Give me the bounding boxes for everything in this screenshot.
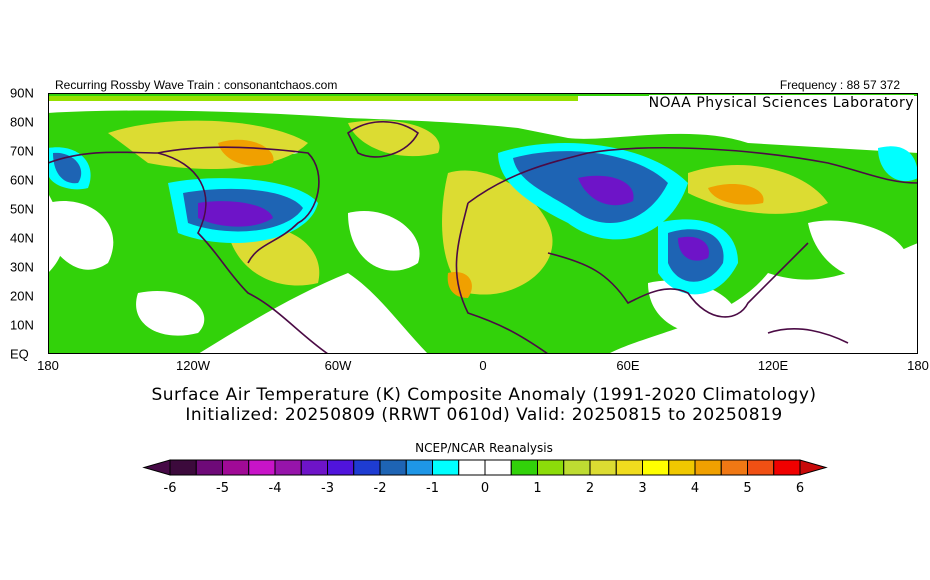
colorbar-box [510, 459, 538, 476]
colorbar-box [615, 459, 643, 476]
colorbar-label: 1 [533, 481, 542, 496]
colorbar-box [563, 459, 591, 476]
colorbar-label: 6 [795, 481, 805, 496]
anomaly-map [48, 93, 918, 354]
colorbar-box [274, 459, 302, 476]
cool-anomaly-purple [198, 175, 709, 261]
colorbar-box [195, 459, 223, 476]
lat-label: 10N [10, 317, 34, 333]
colorbar-box [405, 459, 433, 476]
colorbar-box [169, 459, 197, 476]
lat-label: 20N [10, 288, 34, 304]
warm-anomaly-orange [218, 139, 764, 298]
colorbar-under-triangle [142, 459, 171, 476]
noaa-watermark: NOAA Physical Sciences Laboratory [648, 95, 914, 111]
colorbar-box [720, 459, 748, 476]
lat-label: 40N [10, 230, 34, 246]
colorbar-box [694, 459, 722, 476]
colorbar-box [747, 459, 775, 476]
colorbar-over-triangle [799, 459, 828, 476]
colorbar-label: -4 [268, 481, 282, 496]
colorbar-box [222, 459, 250, 476]
lon-label: 60W [324, 358, 352, 373]
lat-label: 30N [10, 259, 34, 275]
colorbar-box [432, 459, 460, 476]
colorbar-label: 0 [480, 481, 490, 496]
colorbar-box [458, 459, 486, 476]
lat-label: 50N [10, 201, 34, 217]
colorbar-title: NCEP/NCAR Reanalysis [415, 441, 553, 455]
lat-label: 90N [10, 85, 34, 101]
colorbar-label: 3 [638, 481, 647, 496]
lon-label: 180 [907, 358, 929, 373]
colorbar-label: 4 [690, 481, 700, 496]
colorbar-label: 2 [585, 481, 595, 496]
colorbar-box [327, 459, 355, 476]
lat-label: 70N [10, 143, 34, 159]
colorbar-label: 5 [743, 481, 752, 496]
colorbar-box [642, 459, 670, 476]
header-right: Frequency : 88 57 372 [779, 78, 900, 92]
lat-label: 60N [10, 172, 34, 188]
coastlines [48, 121, 918, 354]
title-line-1: Surface Air Temperature (K) Composite An… [151, 385, 817, 405]
colorbar-box [589, 459, 617, 476]
title-line-2: Initialized: 20250809 (RRWT 0610d) Valid… [185, 405, 783, 425]
colorbar [142, 459, 828, 476]
colorbar-label: -2 [373, 481, 387, 496]
lat-label: 80N [10, 114, 34, 130]
colorbar-label: -5 [216, 481, 229, 496]
header-left: Recurring Rossby Wave Train : consonantc… [55, 78, 338, 92]
colorbar-box [773, 459, 801, 476]
colorbar-box [300, 459, 328, 476]
colorbar-box [248, 459, 276, 476]
lon-label: 180 [37, 358, 59, 373]
colorbar-box [379, 459, 407, 476]
colorbar-label: -6 [163, 481, 177, 496]
colorbar-box [668, 459, 696, 476]
colorbar-box [537, 459, 565, 476]
colorbar-box [353, 459, 381, 476]
lon-label: 120W [176, 358, 210, 373]
colorbar-label: -1 [426, 481, 439, 496]
colorbar-box [484, 459, 512, 476]
lon-label: 60E [616, 358, 640, 373]
lon-label: 120E [757, 358, 789, 373]
colorbar-label: -3 [321, 481, 334, 496]
lon-label: 0 [479, 358, 487, 373]
lat-label: EQ [10, 346, 29, 362]
